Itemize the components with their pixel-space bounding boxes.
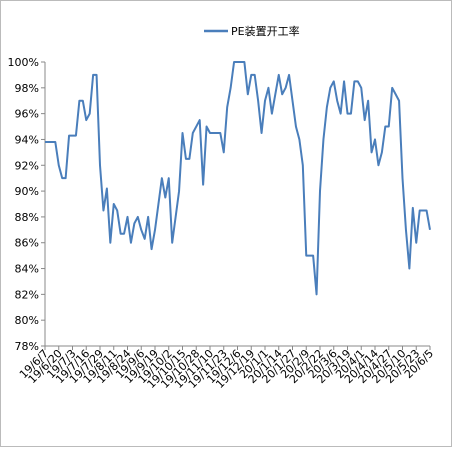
y-tick-label: 94% bbox=[15, 133, 39, 146]
y-tick-label: 80% bbox=[15, 314, 39, 327]
y-tick-label: 100% bbox=[8, 56, 39, 69]
y-tick-label: 98% bbox=[15, 82, 39, 95]
y-tick-label: 86% bbox=[15, 237, 39, 250]
y-tick-label: 90% bbox=[15, 185, 39, 198]
y-tick-label: 96% bbox=[15, 108, 39, 121]
y-tick-label: 82% bbox=[15, 288, 39, 301]
y-tick-label: 92% bbox=[15, 159, 39, 172]
y-tick-label: 88% bbox=[15, 211, 39, 224]
data-line bbox=[45, 61, 431, 296]
legend-label: PE装置开工率 bbox=[231, 24, 300, 38]
y-tick-label: 84% bbox=[15, 263, 39, 276]
y-tick-label: 78% bbox=[15, 340, 39, 353]
